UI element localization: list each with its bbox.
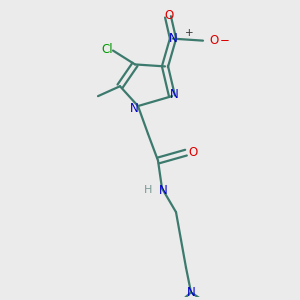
Text: N: N — [130, 101, 138, 115]
Text: −: − — [220, 34, 230, 47]
Text: N: N — [169, 32, 177, 45]
Text: O: O — [164, 9, 174, 22]
Text: H: H — [144, 185, 152, 195]
Text: O: O — [209, 34, 218, 47]
Text: N: N — [169, 88, 178, 101]
Text: +: + — [185, 28, 193, 38]
Text: N: N — [187, 286, 195, 299]
Text: O: O — [188, 146, 198, 159]
Text: N: N — [159, 184, 167, 197]
Text: Cl: Cl — [101, 43, 113, 56]
